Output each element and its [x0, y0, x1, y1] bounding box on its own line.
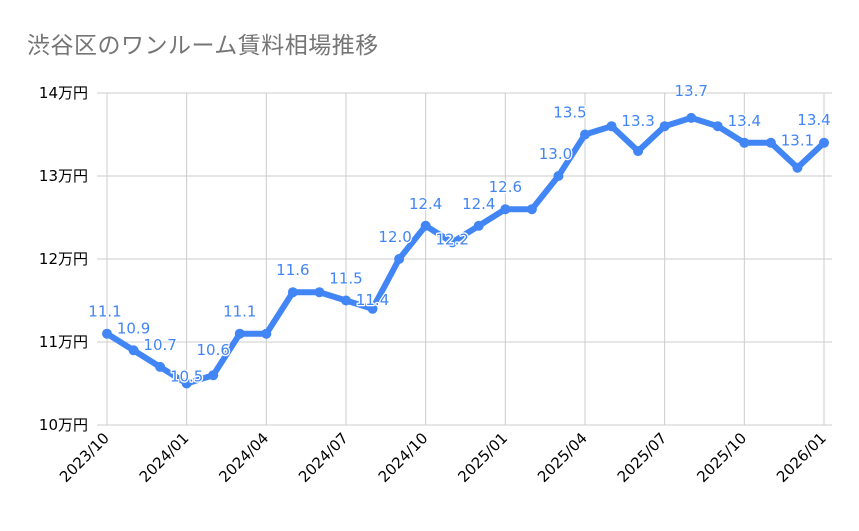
vertical-gridlines	[106, 93, 825, 425]
y-axis-labels: 10万円 11万円 12万円 13万円 14万円	[39, 84, 88, 434]
data-label: 13.7	[675, 82, 708, 100]
x-tick-label: 2023/10	[56, 429, 113, 486]
x-tick-label: 2025/07	[614, 429, 671, 486]
data-point	[473, 220, 484, 231]
data-series	[102, 112, 829, 389]
data-point	[500, 204, 511, 215]
data-label: 10.9	[117, 319, 150, 337]
data-point	[659, 121, 670, 132]
data-label: 12.6	[489, 178, 522, 196]
data-label: 10.7	[143, 336, 176, 354]
x-axis-labels: 2023/10 2024/01 2024/04 2024/07 2024/10 2025/…	[56, 429, 830, 486]
data-point	[287, 287, 298, 298]
data-point	[234, 328, 245, 339]
x-tick-label: 2025/04	[534, 429, 591, 486]
x-tick-label: 2025/10	[693, 429, 750, 486]
data-point	[686, 112, 697, 123]
series-line	[104, 114, 827, 387]
data-label: 13.3	[621, 112, 654, 130]
data-point	[765, 137, 776, 148]
horizontal-gridlines	[97, 92, 832, 426]
data-point	[341, 295, 351, 306]
data-point	[792, 162, 803, 173]
data-label: 12.0	[378, 228, 411, 246]
y-tick-label: 13万円	[39, 167, 88, 185]
data-point	[712, 121, 723, 132]
data-point	[526, 204, 537, 215]
data-label: 11.1	[223, 303, 256, 321]
y-tick-label: 12万円	[39, 250, 88, 268]
data-point	[819, 137, 829, 148]
data-point	[102, 328, 112, 339]
x-tick-label: 2024/01	[136, 429, 193, 486]
data-label: 10.6	[197, 341, 230, 359]
data-point	[606, 121, 617, 132]
data-point	[420, 220, 431, 231]
data-label: 13.5	[553, 104, 586, 122]
y-tick-label: 11万円	[39, 333, 88, 351]
data-labels: 11.110.910.710.510.611.111.6 11.511.412.0…	[87, 81, 832, 387]
data-point	[367, 303, 378, 314]
data-point	[314, 287, 325, 298]
data-label: 13.0	[539, 145, 572, 163]
data-point	[580, 129, 590, 140]
data-label: 12.2	[436, 230, 469, 248]
data-point	[394, 254, 405, 264]
x-tick-label: 2026/01	[773, 429, 830, 486]
data-point	[553, 171, 564, 181]
data-label: 11.4	[356, 291, 389, 309]
data-label: 11.5	[329, 270, 362, 288]
data-label: 13.4	[728, 112, 761, 130]
data-label: 11.1	[88, 303, 121, 321]
data-label: 13.1	[781, 132, 814, 150]
y-tick-label: 14万円	[39, 84, 88, 102]
data-point	[181, 378, 192, 389]
x-tick-label: 2024/10	[375, 429, 432, 486]
x-tick-label: 2024/07	[295, 429, 352, 486]
data-point	[447, 237, 458, 248]
y-tick-label: 10万円	[39, 416, 88, 434]
data-label: 11.6	[276, 261, 309, 279]
data-point	[261, 328, 272, 339]
chart-title: 渋谷区のワンルーム賃料相場推移	[27, 33, 379, 59]
data-label: 10.5	[170, 368, 203, 386]
data-point	[128, 345, 139, 356]
data-point	[155, 361, 166, 372]
data-label: 13.4	[797, 111, 830, 129]
x-tick-label: 2025/01	[454, 429, 511, 486]
x-tick-label: 2024/04	[215, 429, 272, 486]
data-label: 12.4	[409, 195, 442, 213]
data-label: 12.4	[462, 195, 495, 213]
data-point	[208, 370, 219, 381]
data-point	[739, 137, 750, 148]
data-point	[633, 146, 644, 157]
